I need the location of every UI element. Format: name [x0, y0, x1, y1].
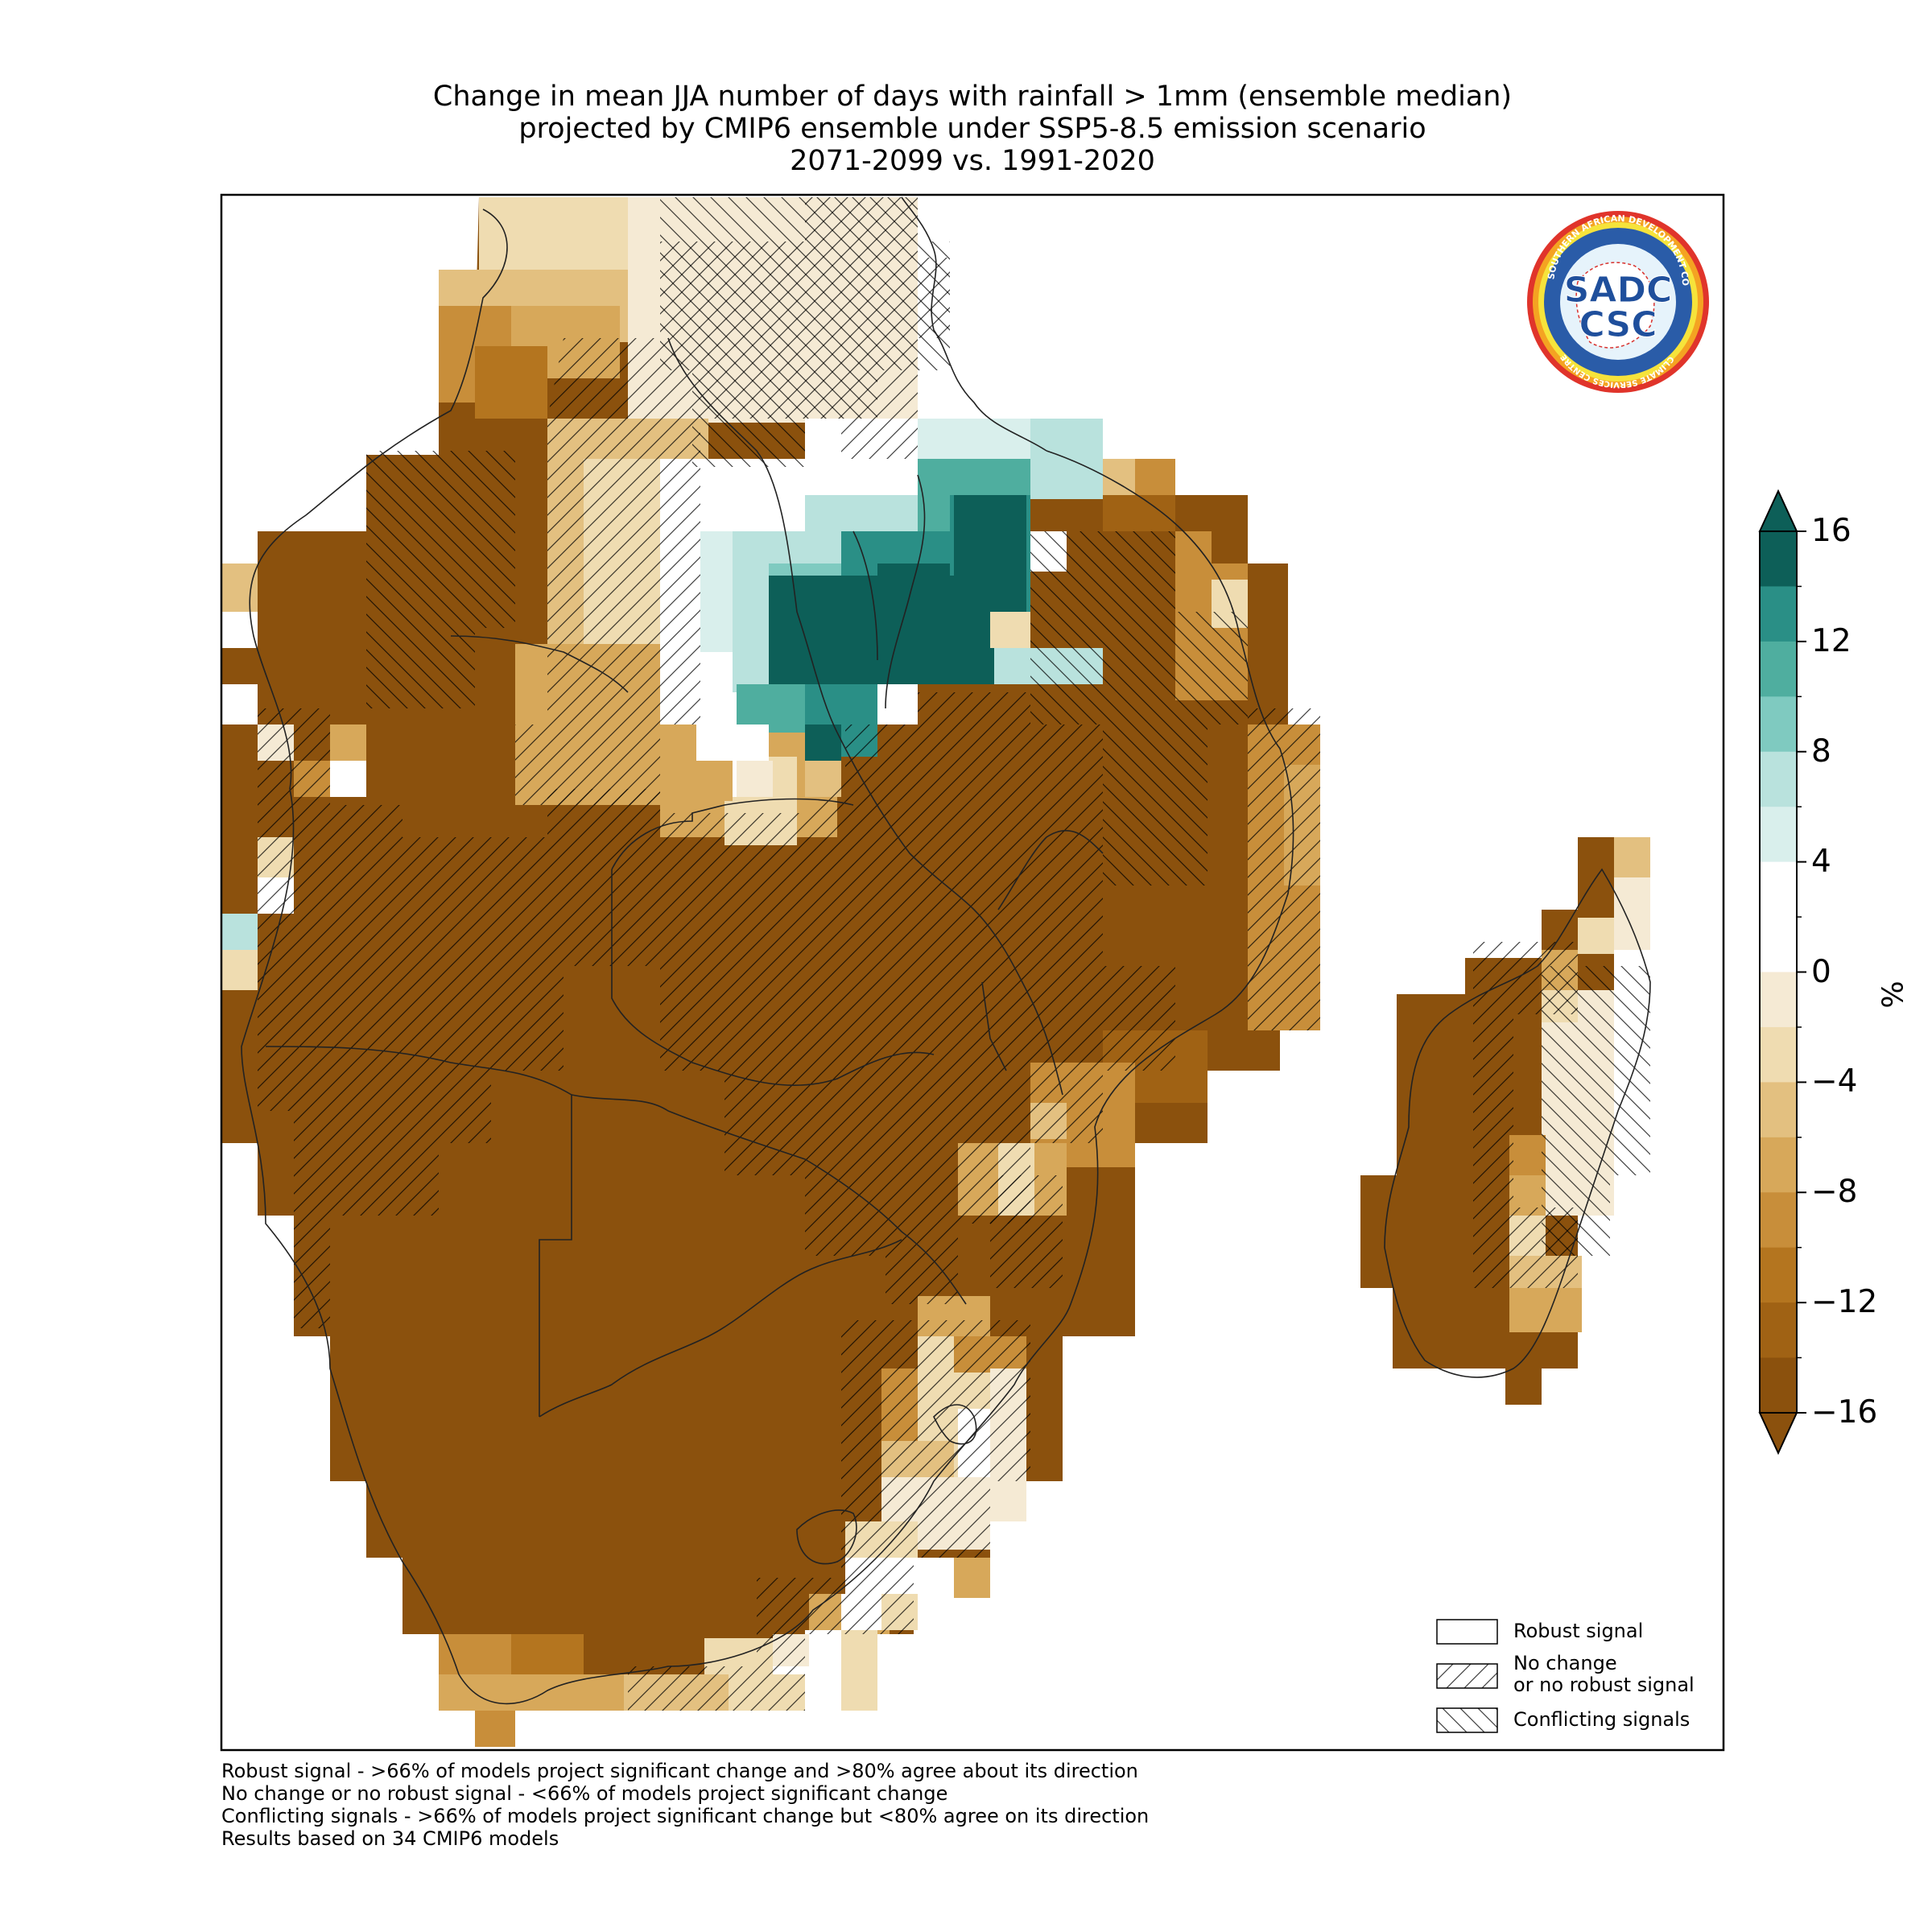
colorbar-tick-label: 12: [1811, 622, 1852, 659]
colorbar-segment: [1760, 1026, 1797, 1083]
colorbar-segment: [1760, 1357, 1797, 1414]
map-frame: [220, 193, 1725, 1752]
colorbar-extend-min: [1758, 1412, 1798, 1455]
colorbar-tick-label: −8: [1811, 1174, 1858, 1211]
colorbar-segment: [1760, 1192, 1797, 1249]
colorbar-segment: [1760, 917, 1797, 972]
logo-initials-top: SADC: [1564, 270, 1673, 311]
colorbar-segment: [1760, 1247, 1797, 1303]
legend-robust-swatch: [1436, 1619, 1498, 1645]
colorbar-segment: [1760, 861, 1797, 918]
colorbar-segment: [1760, 1082, 1797, 1138]
legend-conflicting-swatch: [1436, 1707, 1498, 1733]
colorbar: [1758, 489, 1806, 1455]
footnote-conflicting: Conflicting signals - >66% of models pro…: [221, 1805, 1150, 1827]
colorbar-tick-label: −4: [1811, 1063, 1858, 1100]
logo-initials-bottom: CSC: [1579, 304, 1657, 345]
footnote-models: Results based on 34 CMIP6 models: [221, 1827, 559, 1850]
colorbar-tick-label: 16: [1811, 513, 1852, 549]
footnote-robust: Robust signal - >66% of models project s…: [221, 1760, 1138, 1782]
footnote-no-change: No change or no robust signal - <66% of …: [221, 1782, 948, 1805]
legend-robust-label: Robust signal: [1513, 1620, 1644, 1642]
colorbar-segment: [1760, 696, 1797, 753]
colorbar-tick-label: −16: [1811, 1394, 1878, 1430]
country-borders: [241, 196, 1651, 1705]
colorbar-segment: [1760, 807, 1797, 863]
colorbar-tick-label: 0: [1811, 953, 1831, 990]
colorbar-segment: [1760, 972, 1797, 1028]
colorbar-segment: [1760, 1302, 1797, 1359]
colorbar-units: %: [1876, 980, 1910, 1009]
colorbar-segment: [1760, 586, 1797, 642]
legend-no-change-label-2: or no robust signal: [1513, 1674, 1695, 1696]
colorbar-tick-label: 8: [1811, 733, 1831, 770]
colorbar-segment: [1760, 531, 1797, 587]
legend-no-change-label-1: No change: [1513, 1652, 1617, 1674]
colorbar-tick-label: −12: [1811, 1284, 1878, 1321]
map-title-line3: 2071-2099 vs. 1991-2020: [790, 145, 1155, 177]
map-title-line1: Change in mean JJA number of days with r…: [432, 80, 1513, 113]
hatch-conflicting-signals: [366, 197, 1650, 1256]
colorbar-segment: [1760, 641, 1797, 697]
colorbar-segment: [1760, 1137, 1797, 1193]
map-layers: [221, 196, 1651, 1747]
legend-no-change-swatch: [1436, 1663, 1498, 1689]
legend-conflicting-label: Conflicting signals: [1513, 1708, 1690, 1731]
colorbar-extend-max: [1758, 489, 1798, 532]
colorbar-tick-label: 4: [1811, 843, 1831, 880]
map-title-line2: projected by CMIP6 ensemble under SSP5-8…: [518, 113, 1426, 145]
colorbar-segment: [1760, 751, 1797, 807]
